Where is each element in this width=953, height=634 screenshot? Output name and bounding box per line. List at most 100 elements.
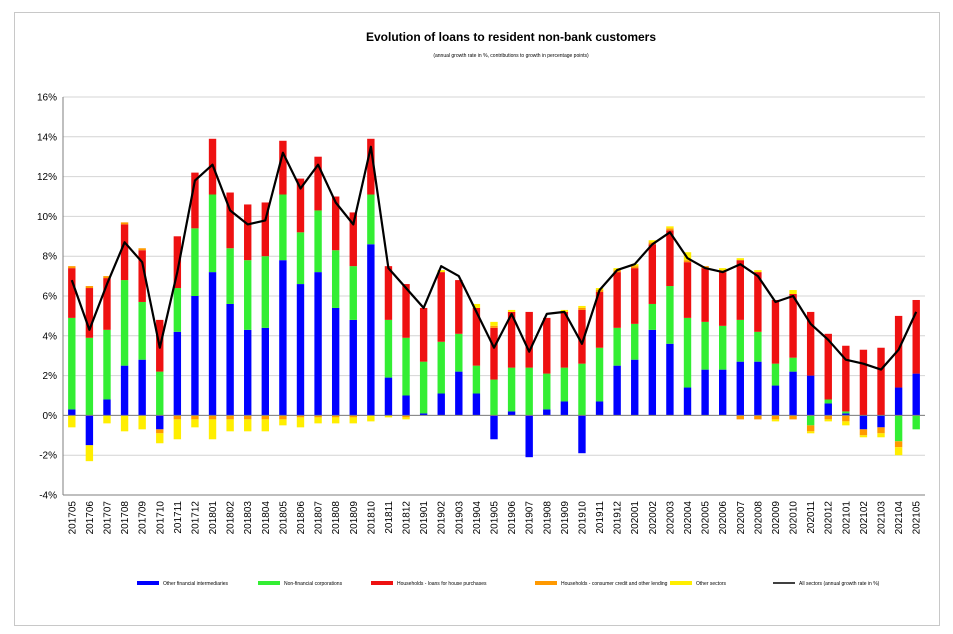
bar-segment-2 <box>437 272 445 342</box>
bar-segment-1 <box>261 256 270 328</box>
bar-segment-2 <box>472 307 481 366</box>
bar-segment-1 <box>736 319 744 362</box>
bar-segment-2 <box>771 299 780 364</box>
bar-segment-2 <box>68 268 76 318</box>
bar-segment-3 <box>349 415 357 418</box>
x-tick-label: 201901 <box>419 501 430 535</box>
bar-segment-1 <box>103 329 111 400</box>
bar-segment-3 <box>314 415 322 418</box>
bar-segment-4 <box>120 415 129 432</box>
bar-segment-1 <box>912 415 920 430</box>
y-tick-label: -2% <box>39 451 57 462</box>
bar-segment-2 <box>859 349 868 416</box>
bar-segment-1 <box>754 331 762 362</box>
x-tick-label: 202101 <box>841 501 852 535</box>
bar-segment-4 <box>244 419 252 432</box>
bar-segment-0 <box>824 403 832 416</box>
bar-segment-0 <box>806 375 815 416</box>
bar-segment-1 <box>279 194 287 261</box>
bar-segment-1 <box>419 361 428 414</box>
bar-segment-1 <box>296 232 305 285</box>
bar-segment-1 <box>507 367 516 412</box>
bar-segment-3 <box>296 415 305 418</box>
bar-segment-2 <box>701 268 709 322</box>
bar-segment-1 <box>226 248 234 304</box>
x-tick-label: 201801 <box>208 501 219 535</box>
x-tick-label: 202102 <box>859 501 870 535</box>
bar-segment-0 <box>68 409 76 416</box>
bar-segment-1 <box>560 367 569 402</box>
bar-segment-2 <box>894 315 903 388</box>
y-tick-label: 12% <box>37 172 57 183</box>
bar-segment-1 <box>666 286 674 344</box>
x-tick-label: 202003 <box>665 501 676 535</box>
bar-segment-2 <box>789 294 797 358</box>
bar-segment-0 <box>367 244 375 416</box>
bar-segment-2 <box>244 204 252 261</box>
bar-segment-2 <box>736 260 744 320</box>
bar-segment-4 <box>718 268 727 271</box>
bar-segment-0 <box>402 395 410 416</box>
legend-swatch-3 <box>535 581 557 585</box>
bar-segment-3 <box>824 415 832 420</box>
bar-segment-1 <box>138 301 146 360</box>
bar-segment-3 <box>631 266 639 269</box>
bar-segment-4 <box>683 252 692 261</box>
bar-segment-3 <box>859 429 868 436</box>
bar-segment-2 <box>173 236 182 289</box>
legend-label-4: Other sectors <box>696 581 727 587</box>
x-tick-label: 201708 <box>120 501 131 535</box>
x-tick-label: 201705 <box>67 501 78 535</box>
bar-segment-4 <box>648 240 657 243</box>
bar-segment-3 <box>138 248 146 251</box>
x-tick-label: 201812 <box>402 501 413 535</box>
x-tick-label: 201711 <box>173 501 184 534</box>
bar-segment-0 <box>191 296 199 416</box>
bar-segment-0 <box>543 409 551 416</box>
bar-segment-1 <box>208 194 217 273</box>
chart-frame: Evolution of loans to resident non-bank … <box>14 12 940 626</box>
bar-segment-3 <box>806 425 815 432</box>
bar-segment-2 <box>613 272 621 328</box>
legend-label-5: All sectors (annual growth rate in %) <box>799 581 880 587</box>
bar-segment-4 <box>806 431 815 434</box>
bar-segment-0 <box>842 413 850 416</box>
bar-segment-4 <box>402 417 410 420</box>
bar-segment-1 <box>894 415 903 442</box>
bar-segment-3 <box>85 286 94 289</box>
x-tick-label: 202004 <box>683 501 694 535</box>
bar-segment-4 <box>771 419 780 422</box>
legend-label-0: Other financial intermediaries <box>163 581 229 587</box>
bar-segment-2 <box>754 272 762 332</box>
bar-segment-1 <box>244 260 252 330</box>
bar-segment-1 <box>525 367 533 416</box>
bar-segment-2 <box>543 317 551 374</box>
x-tick-label: 201807 <box>314 501 325 535</box>
bar-segment-0 <box>859 415 868 430</box>
bar-segment-0 <box>384 377 393 416</box>
bar-segment-2 <box>666 230 674 287</box>
x-tick-label: 202002 <box>648 501 659 535</box>
bar-segment-1 <box>842 411 850 414</box>
bar-segment-2 <box>296 178 305 233</box>
bar-segment-1 <box>824 399 832 404</box>
x-tick-label: 202010 <box>789 501 800 535</box>
bar-segment-2 <box>279 140 287 195</box>
legend-swatch-2 <box>371 581 393 585</box>
bar-segment-2 <box>595 292 604 348</box>
bar-segment-4 <box>472 303 481 308</box>
bar-segment-0 <box>296 284 305 416</box>
bar-segment-4 <box>68 415 76 428</box>
bar-segment-2 <box>877 347 885 416</box>
bar-segment-3 <box>226 415 234 420</box>
y-tick-label: 2% <box>43 371 58 382</box>
chart-title: Evolution of loans to resident non-bank … <box>366 30 656 44</box>
bar-segment-3 <box>261 415 270 420</box>
x-tick-label: 202001 <box>630 501 641 535</box>
legend-swatch-1 <box>258 581 280 585</box>
x-tick-label: 201709 <box>138 501 149 535</box>
bars <box>68 138 920 462</box>
bar-segment-0 <box>736 361 744 416</box>
bar-segment-0 <box>331 307 340 416</box>
bar-segment-4 <box>384 415 393 418</box>
